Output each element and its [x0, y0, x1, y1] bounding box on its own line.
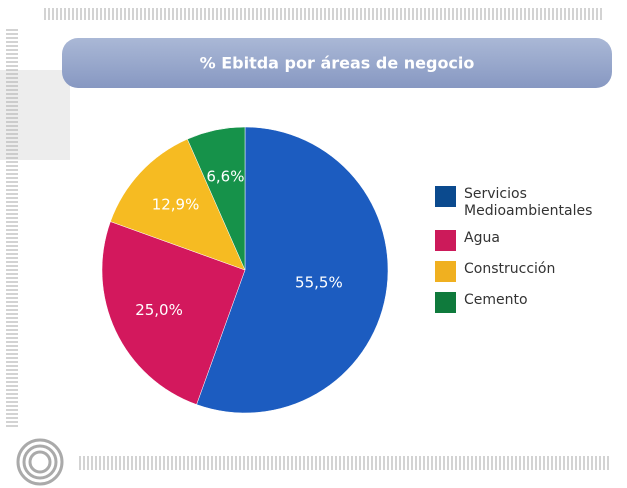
frame-ring [22, 444, 58, 480]
data-label: 6,6% [206, 168, 244, 186]
legend-item: Servicios Medioambientales [435, 186, 615, 220]
legend-swatch [435, 261, 456, 282]
legend-label: Agua [464, 230, 500, 246]
bg-band [0, 70, 70, 160]
data-label: 25,0% [135, 301, 183, 319]
legend-item: Cemento [435, 292, 615, 313]
frame-ring [16, 438, 64, 486]
legend-label: Servicios Medioambientales [464, 186, 593, 219]
legend-swatch [435, 292, 456, 313]
pie-slice [101, 221, 246, 405]
chart-title: % Ebitda por áreas de negocio [200, 54, 475, 73]
frame [6, 8, 609, 486]
legend-item: Agua [435, 230, 615, 251]
legend: Servicios Medioambientales Agua Construcci… [435, 186, 615, 323]
legend-item: Construcción [435, 261, 615, 282]
pie: 55,5% 25,0% 12,9% 6,6% [101, 126, 389, 414]
legend-swatch [435, 186, 456, 207]
pie-slice [110, 138, 246, 271]
legend-swatch [435, 230, 456, 251]
data-label: 55,5% [295, 273, 343, 291]
pie-slice [187, 126, 246, 271]
pie-slice [196, 126, 389, 414]
frame-ring [28, 450, 52, 474]
data-label: 12,9% [152, 196, 200, 214]
title-banner [62, 38, 612, 88]
legend-label: Construcción [464, 261, 556, 277]
legend-label: Cemento [464, 292, 528, 308]
